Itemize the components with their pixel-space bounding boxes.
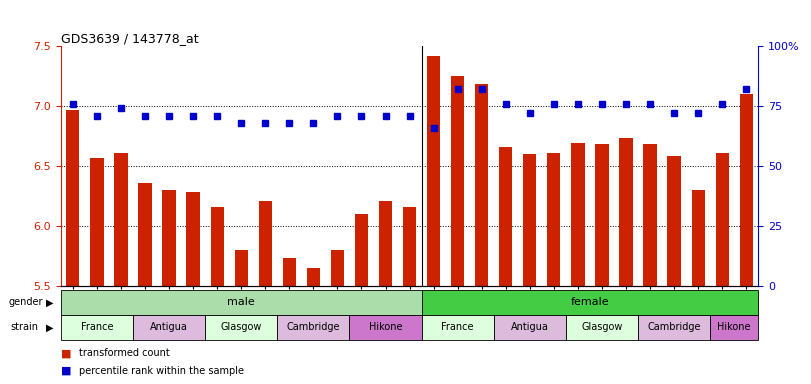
Bar [710,315,758,340]
Bar [643,144,657,286]
Bar [427,56,440,286]
Text: ■: ■ [61,348,71,358]
Text: Cambridge: Cambridge [647,322,701,333]
Bar [547,153,560,286]
Bar [355,214,368,286]
Text: gender: gender [8,297,43,308]
Bar [595,144,608,286]
Text: GDS3639 / 143778_at: GDS3639 / 143778_at [61,32,199,45]
Bar [715,153,729,286]
Bar [667,157,680,286]
Bar [133,315,205,340]
Bar [523,154,536,286]
Bar [571,143,585,286]
Bar [331,250,344,286]
Text: France: France [80,322,114,333]
Bar [277,315,350,340]
Text: Glasgow: Glasgow [221,322,262,333]
Bar [162,190,176,286]
Text: percentile rank within the sample: percentile rank within the sample [79,366,243,376]
Bar [403,207,416,286]
Bar [283,258,296,286]
Text: Antigua: Antigua [511,322,549,333]
Bar [61,290,422,315]
Text: ▶: ▶ [46,322,54,333]
Bar [740,94,753,286]
Bar [475,84,488,286]
Bar [566,315,638,340]
Text: male: male [227,297,255,308]
Text: strain: strain [11,322,39,333]
Bar [205,315,277,340]
Bar [61,315,133,340]
Bar [422,290,758,315]
Text: Hikone: Hikone [718,322,751,333]
Text: ■: ■ [61,366,71,376]
Bar [494,315,566,340]
Bar [620,139,633,286]
Text: ▶: ▶ [46,297,54,308]
Bar [259,201,272,286]
Bar [211,207,224,286]
Text: Glasgow: Glasgow [581,322,623,333]
Bar [379,201,393,286]
Bar [499,147,513,286]
Bar [638,315,710,340]
Bar [307,268,320,286]
Bar [187,192,200,286]
Text: transformed count: transformed count [79,348,169,358]
Bar [67,110,79,286]
Bar [451,76,464,286]
Bar [350,315,422,340]
Bar [422,315,494,340]
Text: France: France [441,322,474,333]
Bar [692,190,705,286]
Bar [114,153,127,286]
Text: Antigua: Antigua [150,322,188,333]
Bar [234,250,248,286]
Text: Cambridge: Cambridge [286,322,340,333]
Bar [90,158,104,286]
Text: Hikone: Hikone [369,322,402,333]
Text: female: female [571,297,609,308]
Bar [139,183,152,286]
